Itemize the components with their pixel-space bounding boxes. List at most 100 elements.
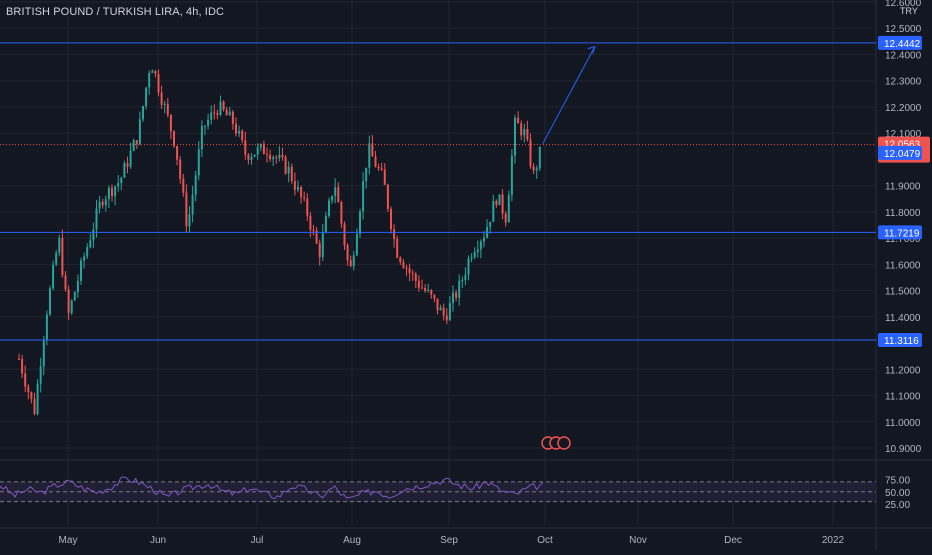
candle-body[interactable] [424, 287, 427, 291]
candle-body[interactable] [67, 289, 70, 313]
candle-body[interactable] [45, 314, 48, 341]
candle-body[interactable] [467, 258, 470, 275]
candle-body[interactable] [278, 154, 281, 159]
candle-body[interactable] [420, 287, 423, 289]
candle-body[interactable] [182, 178, 185, 193]
candle-body[interactable] [318, 243, 321, 257]
candle-body[interactable] [86, 247, 89, 257]
candle-body[interactable] [33, 398, 36, 414]
candle-body[interactable] [402, 262, 405, 268]
candle-body[interactable] [411, 272, 414, 275]
candle-body[interactable] [148, 73, 151, 88]
candle-body[interactable] [492, 200, 495, 222]
candle-body[interactable] [448, 303, 451, 321]
candle-body[interactable] [272, 157, 275, 160]
candle-body[interactable] [262, 144, 265, 155]
candle-body[interactable] [219, 101, 222, 115]
candle-body[interactable] [315, 230, 318, 244]
candle-body[interactable] [427, 290, 430, 292]
candle-body[interactable] [445, 315, 448, 321]
candle-body[interactable] [73, 292, 76, 301]
candle-body[interactable] [61, 237, 64, 276]
candle-body[interactable] [498, 194, 501, 206]
candle-body[interactable] [504, 213, 507, 223]
candle-body[interactable] [107, 187, 110, 200]
candle-body[interactable] [312, 229, 315, 231]
candle-body[interactable] [200, 125, 203, 150]
candle-body[interactable] [300, 186, 303, 198]
candle-body[interactable] [27, 386, 30, 393]
candle-body[interactable] [222, 101, 225, 110]
candle-body[interactable] [172, 131, 175, 147]
candle-body[interactable] [185, 192, 188, 227]
candle-body[interactable] [442, 307, 445, 316]
candle-body[interactable] [36, 383, 39, 414]
candle-body[interactable] [349, 260, 352, 267]
candle-body[interactable] [290, 166, 293, 181]
candle-body[interactable] [501, 194, 504, 214]
candle-body[interactable] [306, 198, 309, 216]
candle-body[interactable] [461, 280, 464, 282]
candle-body[interactable] [241, 130, 244, 141]
candle-body[interactable] [517, 117, 520, 124]
candle-body[interactable] [451, 292, 454, 304]
candle-body[interactable] [176, 146, 179, 160]
candle-body[interactable] [529, 139, 532, 167]
candle-body[interactable] [98, 201, 101, 209]
candle-body[interactable] [166, 103, 169, 115]
candle-body[interactable] [247, 154, 250, 161]
candle-body[interactable] [377, 166, 380, 169]
candle-body[interactable] [352, 255, 355, 267]
candle-body[interactable] [510, 155, 513, 195]
candle-body[interactable] [538, 146, 541, 169]
candle-body[interactable] [296, 186, 299, 190]
candle-body[interactable] [213, 112, 216, 114]
candle-body[interactable] [476, 249, 479, 253]
candle-body[interactable] [42, 340, 45, 367]
candle-body[interactable] [138, 119, 141, 145]
event-flag-icon[interactable] [557, 436, 571, 450]
candle-body[interactable] [513, 117, 516, 156]
candle-body[interactable] [386, 184, 389, 209]
candle-body[interactable] [160, 92, 163, 105]
candle-body[interactable] [256, 147, 259, 155]
candle-body[interactable] [216, 113, 219, 115]
candle-body[interactable] [92, 229, 95, 241]
candle-body[interactable] [129, 150, 132, 167]
candle-body[interactable] [479, 241, 482, 250]
candle-body[interactable] [396, 238, 399, 258]
candle-body[interactable] [104, 199, 107, 206]
candle-body[interactable] [417, 280, 420, 288]
candle-body[interactable] [79, 260, 82, 281]
candle-body[interactable] [250, 156, 253, 161]
candle-body[interactable] [17, 358, 20, 360]
candle-body[interactable] [55, 253, 58, 265]
candle-body[interactable] [157, 73, 160, 93]
candle-body[interactable] [120, 177, 123, 183]
candle-body[interactable] [76, 280, 79, 293]
candle-body[interactable] [414, 274, 417, 281]
candle-body[interactable] [408, 268, 411, 273]
candle-body[interactable] [430, 290, 433, 295]
candle-body[interactable] [194, 175, 197, 195]
candle-body[interactable] [169, 114, 172, 132]
candle-body[interactable] [21, 358, 24, 374]
candle-body[interactable] [58, 237, 61, 254]
candle-body[interactable] [293, 180, 296, 190]
candle-body[interactable] [439, 307, 442, 311]
candle-body[interactable] [210, 112, 213, 120]
candle-body[interactable] [179, 159, 182, 179]
candle-body[interactable] [331, 195, 334, 201]
candle-body[interactable] [275, 157, 278, 159]
candle-body[interactable] [489, 221, 492, 227]
candle-body[interactable] [393, 229, 396, 239]
candle-body[interactable] [383, 169, 386, 185]
candle-body[interactable] [39, 366, 42, 384]
candle-body[interactable] [303, 197, 306, 199]
candle-body[interactable] [470, 257, 473, 259]
candle-body[interactable] [238, 130, 241, 134]
candle-body[interactable] [532, 166, 535, 171]
candle-body[interactable] [123, 163, 126, 178]
